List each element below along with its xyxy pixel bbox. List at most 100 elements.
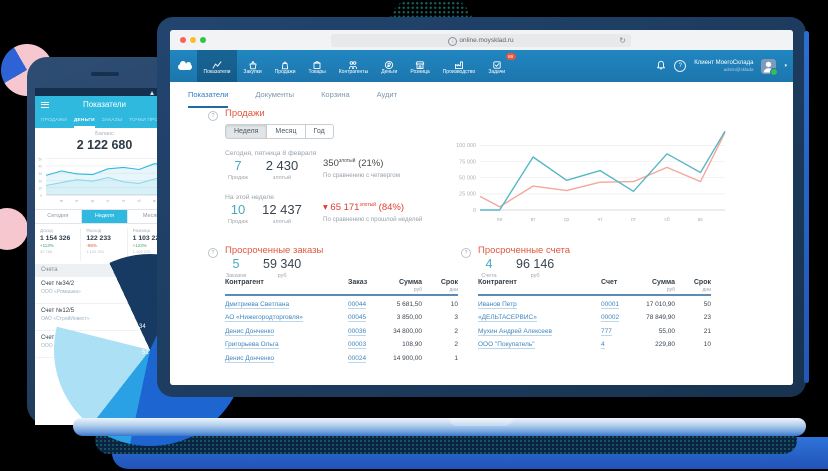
invoices-partner-link[interactable]: «ДЕЛЬТАСЕРВИС» [478, 314, 537, 323]
nav-item-Производство[interactable]: Производство [436, 50, 482, 82]
nav-item-Задачи[interactable]: Задачи 69 [482, 50, 516, 82]
orders-partner-link[interactable]: Григорьева Ольга [225, 341, 279, 350]
phone-tabs: ПРОДАЖИ ДЕНЬГИ ЗАКАЗЫ ТОЧКИ ПРОДАЖ [35, 114, 174, 128]
nav-item-label: Продажи [274, 69, 296, 75]
today-delta: 350злотый (21%) [323, 158, 384, 170]
refresh-icon[interactable]: ↻ [619, 35, 626, 45]
orders-doc-link[interactable]: 00036 [348, 327, 367, 336]
laptop-base [73, 418, 806, 436]
hamburger-menu-icon[interactable] [41, 101, 49, 110]
today-sales-amount: 2 430 [265, 158, 299, 173]
phone-page-title: Показатели [82, 100, 127, 109]
week-sales-count: 10 [230, 202, 246, 217]
section-help-icon[interactable]: ? [461, 248, 471, 258]
orders-doc-link[interactable]: 00045 [348, 314, 367, 323]
week-delta: ▾ 65 171злотый (84%) [323, 202, 405, 214]
svg-text:30: 30 [38, 172, 42, 176]
svg-text:сб: сб [664, 217, 670, 223]
minimize-button[interactable] [190, 37, 196, 43]
period-button-Месяц[interactable]: Месяц [267, 124, 306, 139]
invoices-sum: 229,80 [655, 341, 675, 349]
section-help-icon[interactable]: ? [208, 111, 218, 121]
period-button-Неделя[interactable]: Неделя [225, 124, 268, 139]
phone-period-Неделя[interactable]: Неделя [80, 210, 128, 223]
address-bar[interactable]: i online.moysklad.ru ↻ [331, 33, 631, 47]
phone-tab-ТОЧКИ ПРОДАЖ[interactable]: ТОЧКИ ПРОДАЖ [129, 118, 170, 123]
invoices-partner-link[interactable]: Иванов Петр [478, 301, 517, 309]
nav-item-label: Товары [308, 69, 326, 75]
orders-doc-link[interactable]: 00024 [348, 354, 367, 363]
bell-icon[interactable] [656, 57, 666, 75]
laptop: i online.moysklad.ru ↻ Показатели Закупки П… [157, 17, 809, 397]
orders-table-header: Контрагент Заказ Сумма руб Срок дни [225, 278, 458, 296]
invoices-section-title: Просроченные счета [478, 245, 571, 256]
site-info-icon[interactable]: i [448, 36, 458, 46]
pie-slice-label: 51 [142, 350, 149, 356]
svg-text:вт: вт [531, 217, 537, 223]
subnav-item-Корзина[interactable]: Корзина [321, 90, 350, 99]
section-help-icon[interactable]: ? [208, 248, 218, 258]
close-button[interactable] [180, 37, 186, 43]
svg-text:20: 20 [38, 179, 42, 183]
orders-partner-link[interactable]: Денис Донченко [225, 327, 275, 336]
nav-item-Закупки[interactable]: Закупки [237, 50, 268, 82]
svg-text:ср: ср [91, 199, 95, 203]
orders-partner-link[interactable]: Денис Донченко [225, 354, 275, 363]
svg-text:чт: чт [106, 199, 110, 203]
phone-tab-ЗАКАЗЫ[interactable]: ЗАКАЗЫ [101, 118, 123, 123]
browser-chrome: i online.moysklad.ru ↻ [170, 30, 793, 51]
invoices-term: 50 [703, 301, 711, 308]
nav-item-Продажи[interactable]: Продажи [268, 50, 302, 82]
balance-chart: 0 10 20 30 40 50 пн вт ср чт пт сб вс [38, 157, 171, 203]
laptop-screen: i online.moysklad.ru ↻ Показатели Закупки П… [170, 30, 793, 385]
orders-partner-link[interactable]: Дмитриева Светлана [225, 301, 290, 309]
today-sales-count: 7 [234, 158, 242, 173]
svg-text:вт: вт [75, 199, 79, 203]
today-stats-row: 7 Продаж 2 430 злотый 350злотый (21%) По с… [225, 158, 400, 181]
invoices-doc-link[interactable]: 00002 [601, 314, 620, 323]
orders-sum: 108,90 [402, 341, 422, 349]
phone-status-bar [35, 88, 174, 96]
zoom-button[interactable] [200, 37, 206, 43]
phone-tab-ДЕНЬГИ[interactable]: ДЕНЬГИ [74, 114, 95, 128]
subnav-item-Документы[interactable]: Документы [255, 90, 295, 99]
nav-item-label: Контрагенты [338, 69, 369, 75]
balance-value: 2 122 680 [76, 138, 133, 152]
orders-partner-link[interactable]: АО «Нижегородторговля» [225, 314, 303, 323]
nav-item-Контрагенты[interactable]: Контрагенты [332, 50, 374, 82]
period-button-Год[interactable]: Год [305, 124, 334, 139]
invoices-partner-link[interactable]: ООО "Покупатель" [478, 341, 535, 350]
invoices-term: 21 [703, 327, 711, 335]
phone-period-Сегодня[interactable]: Сегодня [35, 210, 81, 223]
nav-item-Показатели[interactable]: Показатели [197, 50, 237, 82]
invoices-table-row: «ДЕЛЬТАСЕРВИС» 00002 78 849,90 23 [478, 314, 711, 327]
moysklad-cloud-logo-icon[interactable] [178, 60, 192, 70]
invoices-doc-link[interactable]: 4 [601, 341, 605, 350]
invoices-table-row: Мухин Андрей Алексеев 777 55,00 21 [478, 328, 711, 341]
orders-doc-link[interactable]: 00044 [348, 301, 367, 309]
svg-text:10: 10 [38, 187, 42, 191]
money-icon [384, 57, 394, 70]
invoices-term: 23 [703, 314, 711, 322]
subnav-item-Аудит[interactable]: Аудит [376, 90, 398, 99]
subnav-item-Показатели[interactable]: Показатели [188, 82, 229, 108]
orders-table-row: Дмитриева Светлана 00044 5 681,50 10 [225, 301, 458, 314]
svg-text:75 000: 75 000 [459, 159, 476, 165]
nav-item-Деньги[interactable]: Деньги [375, 50, 404, 82]
svg-text:сб: сб [137, 199, 141, 203]
invoices-partner-link[interactable]: Мухин Андрей Алексеев [478, 327, 552, 336]
svg-text:50: 50 [38, 157, 42, 161]
avatar[interactable] [761, 58, 779, 76]
invoices-table: Контрагент Счет Сумма руб Срок дни Иванов Петр… [478, 278, 711, 355]
nav-item-Товары[interactable]: Товары [302, 50, 332, 82]
invoices-sum: 78 849,90 [646, 314, 675, 322]
invoices-doc-link[interactable]: 00001 [601, 301, 620, 309]
phone-tab-ПРОДАЖИ[interactable]: ПРОДАЖИ [41, 118, 67, 123]
user-block[interactable]: Клиент МоегоСклада admin@sklada [694, 60, 753, 72]
invoices-doc-link[interactable]: 777 [601, 327, 612, 336]
nav-item-Розница[interactable]: Розница [404, 50, 436, 82]
help-icon[interactable]: ? [674, 60, 687, 72]
chevron-down-icon[interactable]: ▾ [784, 63, 787, 69]
orders-doc-link[interactable]: 00003 [348, 341, 367, 350]
